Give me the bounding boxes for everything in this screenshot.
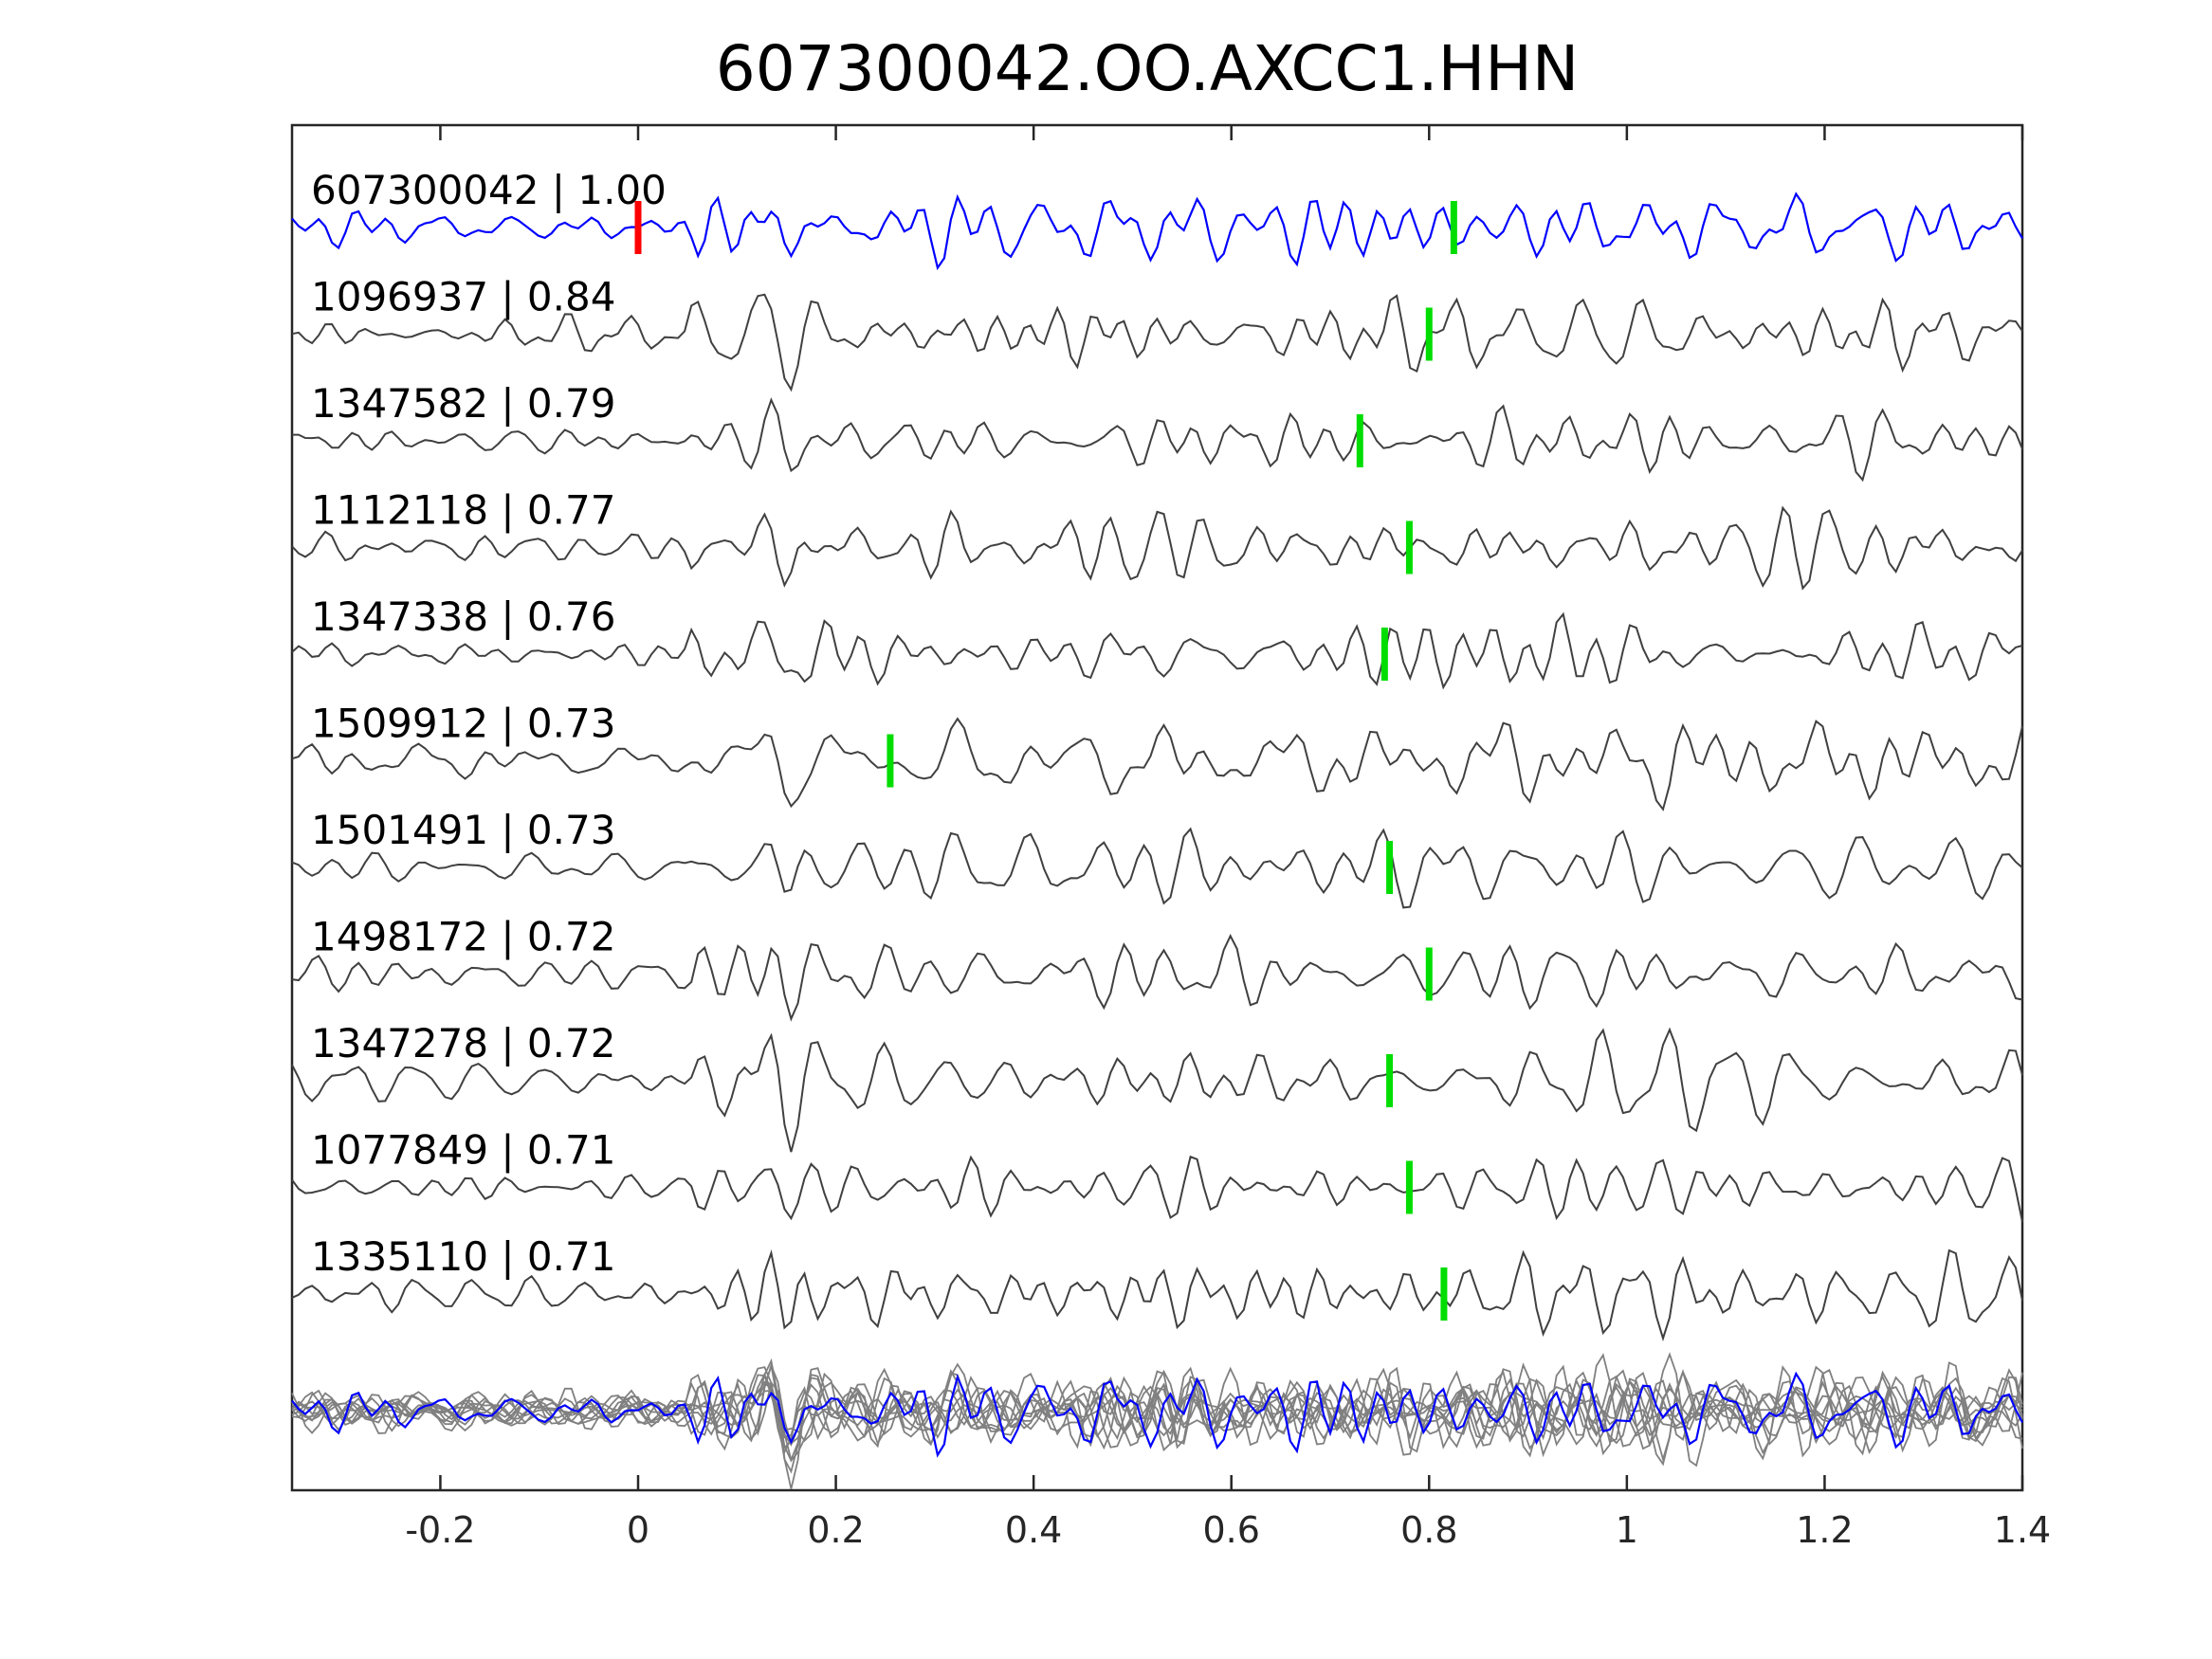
stack-trace	[291, 1365, 2023, 1458]
chart-title: 607300042.OO.AXCC1.HHN	[716, 32, 1579, 105]
trace-waveform	[291, 1155, 2023, 1223]
x-tick-label: 0.6	[1202, 1509, 1259, 1551]
plot-frame	[290, 123, 2024, 1492]
trace-waveform	[291, 717, 2023, 811]
x-tick-label: 0.2	[807, 1509, 864, 1551]
x-tick-label: 0	[627, 1509, 649, 1551]
stack-overlay	[291, 1352, 2023, 1489]
trace-label: 1498172 | 0.72	[311, 914, 615, 960]
stack-trace	[291, 1361, 2023, 1463]
x-tick-label: 1.4	[1994, 1509, 2051, 1551]
trace-3: 1347582 | 0.79	[292, 380, 2023, 483]
trace-label: 607300042 | 1.00	[311, 167, 667, 213]
trace-10: 1077849 | 0.71	[291, 1127, 2023, 1223]
stack-trace	[291, 1364, 2023, 1449]
x-axis: -0.2 0 0.2 0.4 0.6 0.8 1 1.2 1.4	[405, 125, 2051, 1551]
trace-waveform	[291, 505, 2023, 591]
plot-content: 607300042 | 1.00 1096937 | 0.84 1347582 | …	[291, 167, 2023, 1489]
trace-waveform	[291, 611, 2023, 690]
stack-reference-trace	[291, 1371, 2023, 1458]
trace-9: 1347278 | 0.72	[291, 1020, 2023, 1153]
trace-label: 1509912 | 0.73	[311, 701, 615, 747]
trace-label: 1335110 | 0.71	[311, 1233, 615, 1280]
trace-label: 1112118 | 0.77	[311, 487, 615, 534]
x-tick-label: 0.4	[1005, 1509, 1062, 1551]
trace-label: 1096937 | 0.84	[311, 274, 615, 320]
x-tick-label: 0.8	[1400, 1509, 1457, 1551]
trace-waveform	[291, 934, 2023, 1022]
trace-waveform	[291, 827, 2023, 909]
trace-waveform	[291, 293, 2023, 392]
stack-trace	[291, 1362, 2023, 1467]
trace-1: 607300042 | 1.00	[291, 167, 2023, 271]
trace-waveform	[291, 191, 2023, 271]
trace-label: 1501491 | 0.73	[311, 807, 615, 853]
trace-label: 1347338 | 0.76	[311, 593, 615, 640]
trace-waveform	[292, 397, 2023, 483]
x-tick-label: 1	[1616, 1509, 1638, 1551]
x-tick-label: 1.2	[1796, 1509, 1853, 1551]
trace-8: 1498172 | 0.72	[291, 914, 2023, 1022]
stack-trace	[291, 1352, 2023, 1489]
trace-waveform	[291, 1027, 2023, 1153]
trace-5: 1347338 | 0.76	[291, 593, 2023, 690]
trace-label: 1347278 | 0.72	[311, 1020, 615, 1066]
trace-2: 1096937 | 0.84	[291, 274, 2023, 392]
trace-11: 1335110 | 0.71	[291, 1233, 2023, 1342]
trace-label: 1077849 | 0.71	[311, 1127, 615, 1174]
stack-trace	[292, 1362, 2023, 1456]
trace-6: 1509912 | 0.73	[291, 701, 2023, 811]
trace-4: 1112118 | 0.77	[291, 487, 2023, 591]
trace-waveform	[291, 1249, 2023, 1342]
x-tick-label: -0.2	[405, 1509, 475, 1551]
trace-label: 1347582 | 0.79	[311, 380, 615, 427]
trace-7: 1501491 | 0.73	[291, 807, 2023, 909]
